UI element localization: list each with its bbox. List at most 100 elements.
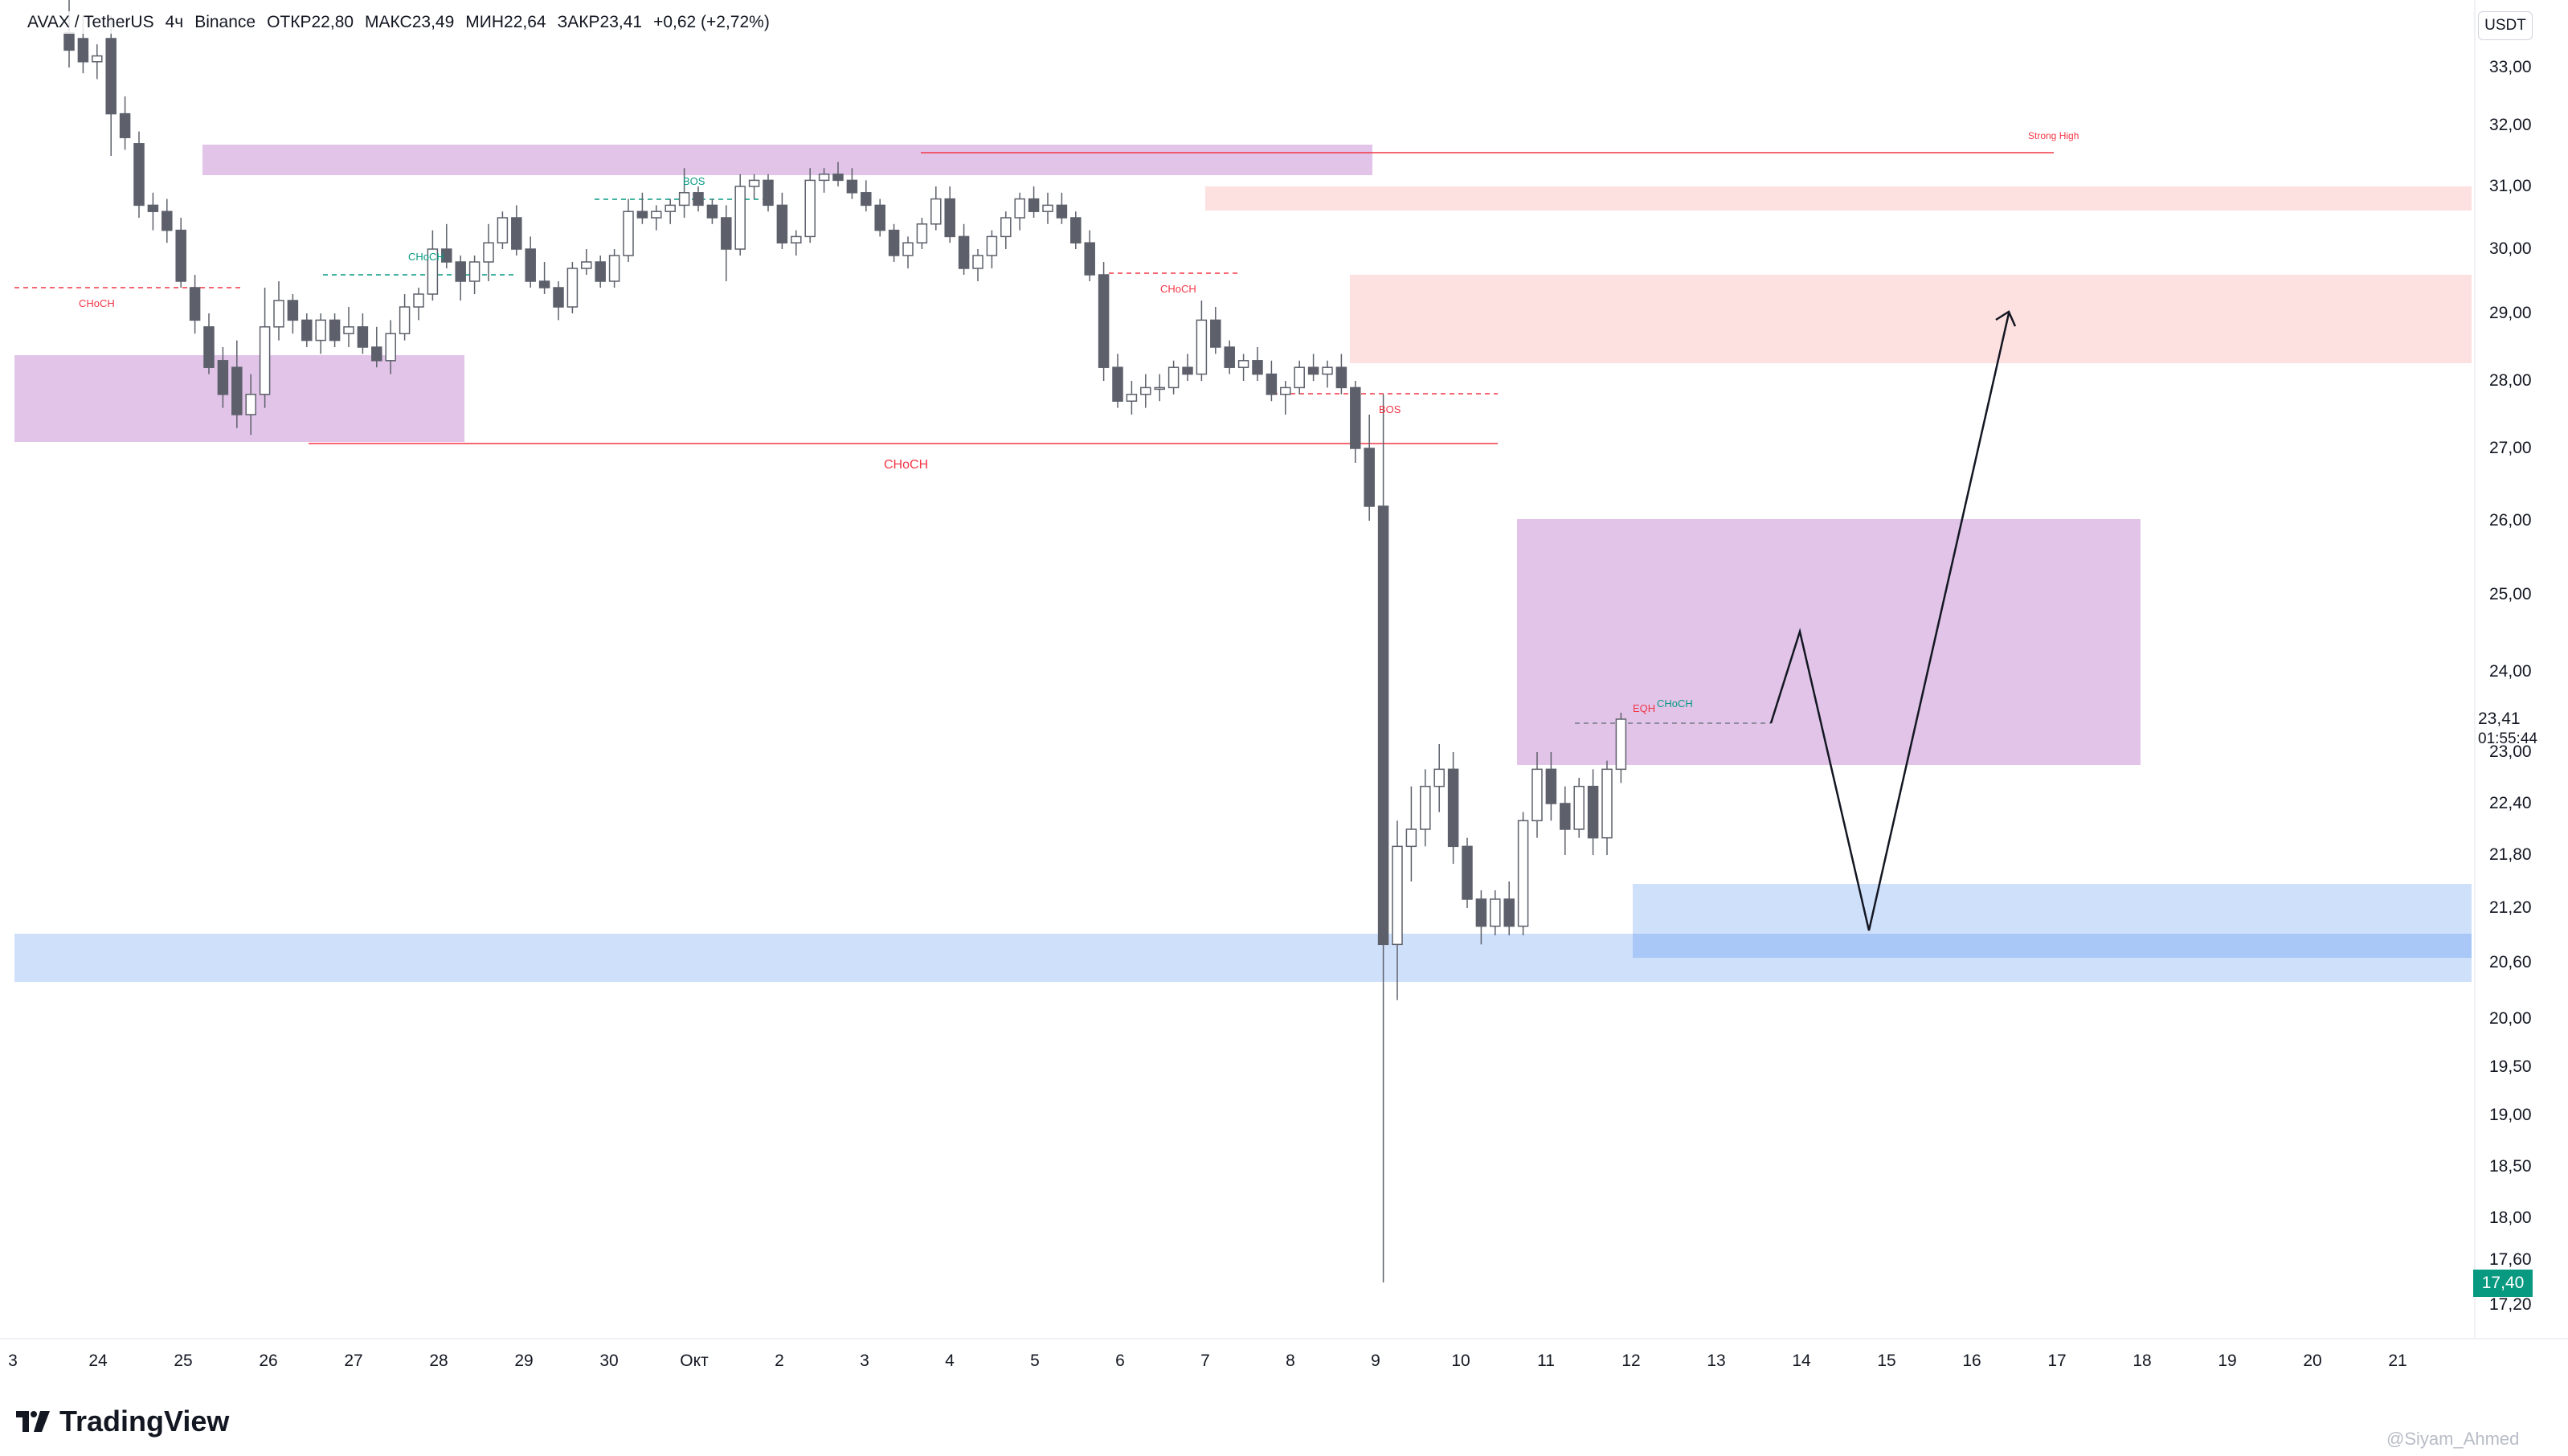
price-axis-label: 19,00: [2489, 1106, 2532, 1124]
candle-body: [105, 38, 117, 115]
candle-body: [371, 346, 382, 362]
price-axis-label: 20,60: [2489, 953, 2532, 971]
candle-body: [678, 192, 690, 207]
current-price-label: 23,41: [2478, 710, 2521, 728]
candle-body: [413, 293, 424, 308]
candle-body: [1601, 768, 1613, 839]
candle-body: [608, 255, 620, 282]
interval-label[interactable]: 4ч: [165, 13, 184, 31]
time-axis-label: 2: [775, 1352, 784, 1370]
candle-body: [1084, 242, 1095, 276]
price-axis-label: 30,00: [2489, 239, 2532, 258]
candle-body: [1405, 828, 1417, 848]
candle-body: [1280, 386, 1291, 395]
candle-body: [1335, 366, 1347, 389]
price-axis-label: 33,00: [2489, 58, 2532, 76]
candle-body: [357, 326, 369, 348]
candle-body: [1545, 768, 1557, 804]
candle-body: [1210, 319, 1221, 348]
candle-body: [329, 319, 341, 342]
candle-body: [1224, 346, 1235, 368]
annotation-bos-2: BOS: [1379, 403, 1401, 415]
candle-body: [874, 204, 885, 231]
candle-body: [651, 211, 662, 219]
candle-body: [231, 366, 243, 415]
candle-body: [119, 112, 131, 138]
time-axis-label: 26: [259, 1352, 278, 1370]
time-axis-label: 10: [1451, 1352, 1470, 1370]
candle-body: [287, 300, 299, 321]
time-axis-label: 17: [2047, 1352, 2067, 1370]
price-axis-label: 31,00: [2489, 177, 2532, 195]
candle-body: [1364, 448, 1375, 507]
candle-body: [483, 242, 494, 263]
candle-body: [63, 32, 75, 51]
candle-body: [1252, 360, 1263, 375]
candle-body: [147, 204, 159, 212]
candle-body: [343, 326, 354, 334]
candle-body: [804, 179, 816, 238]
candle-body: [1196, 319, 1208, 375]
annotation-choch-3: CHoCH: [1160, 283, 1196, 295]
candle-body: [734, 186, 746, 250]
candle-body: [1475, 898, 1487, 927]
annotation-bos-1: BOS: [683, 175, 705, 187]
bar-countdown: 01:55:44: [2478, 730, 2537, 747]
candle-body: [189, 287, 201, 321]
time-axis-label: 12: [1621, 1352, 1641, 1370]
candle-body: [958, 235, 970, 269]
annotation-eqh: EQH: [1633, 702, 1656, 714]
annotation-choch-1: CHoCH: [79, 297, 115, 309]
candle-body: [566, 268, 579, 308]
candle-body: [1167, 366, 1180, 389]
price-axis-label: 17,20: [2489, 1295, 2532, 1314]
candle-body: [1237, 360, 1249, 368]
candle-body: [175, 229, 186, 282]
candle-body: [1042, 204, 1053, 212]
supply-zone-pink-1: [1205, 186, 2472, 211]
tradingview-logo[interactable]: TradingView: [16, 1405, 229, 1438]
candle-body: [846, 179, 858, 194]
price-axis-label: 32,00: [2489, 116, 2532, 134]
candle-body: [1503, 898, 1515, 927]
tradingview-logo-text: TradingView: [59, 1405, 230, 1438]
candle-body: [455, 261, 466, 282]
projection-arrowhead: [1995, 310, 2017, 327]
price-axis-label: 29,00: [2489, 304, 2532, 322]
time-axis-label: 21: [2388, 1352, 2407, 1370]
close-value: ЗАКР23,41: [557, 13, 643, 31]
time-axis-label: 30: [599, 1352, 619, 1370]
candle-body: [1490, 898, 1501, 927]
candle-body: [818, 174, 830, 182]
time-axis-label: 3: [860, 1352, 869, 1370]
supply-zone-pink-2: [1350, 275, 2472, 363]
candle-body: [972, 255, 983, 269]
price-axis-label: 28,00: [2489, 371, 2532, 390]
candle-body: [1447, 768, 1459, 848]
time-axis-label: 14: [1792, 1352, 1811, 1370]
time-axis-label: 5: [1030, 1352, 1040, 1370]
open-value: ОТКР22,80: [267, 13, 354, 31]
time-axis-label: 7: [1200, 1352, 1210, 1370]
candle-body: [1392, 845, 1403, 946]
candle-body: [497, 217, 509, 243]
currency-button[interactable]: USDT: [2478, 11, 2533, 40]
candle-body: [525, 248, 536, 282]
time-axis-label: 18: [2133, 1352, 2152, 1370]
time-axis-label: 27: [344, 1352, 363, 1370]
candle-body: [1154, 386, 1165, 391]
candle-body: [1056, 204, 1068, 219]
candle-body: [1587, 785, 1599, 839]
time-axis-label: 25: [174, 1352, 193, 1370]
price-axis-label: 26,00: [2489, 511, 2532, 530]
supply-zone-right: [1517, 519, 2141, 765]
price-axis-label: 17,60: [2489, 1250, 2532, 1269]
time-axis-label: 8: [1286, 1352, 1295, 1370]
candle-body: [315, 319, 326, 342]
candle-body: [1420, 785, 1431, 830]
candle-body: [427, 248, 439, 295]
candle-body: [1560, 803, 1571, 830]
symbol-name[interactable]: AVAX / TetherUS: [27, 13, 154, 31]
